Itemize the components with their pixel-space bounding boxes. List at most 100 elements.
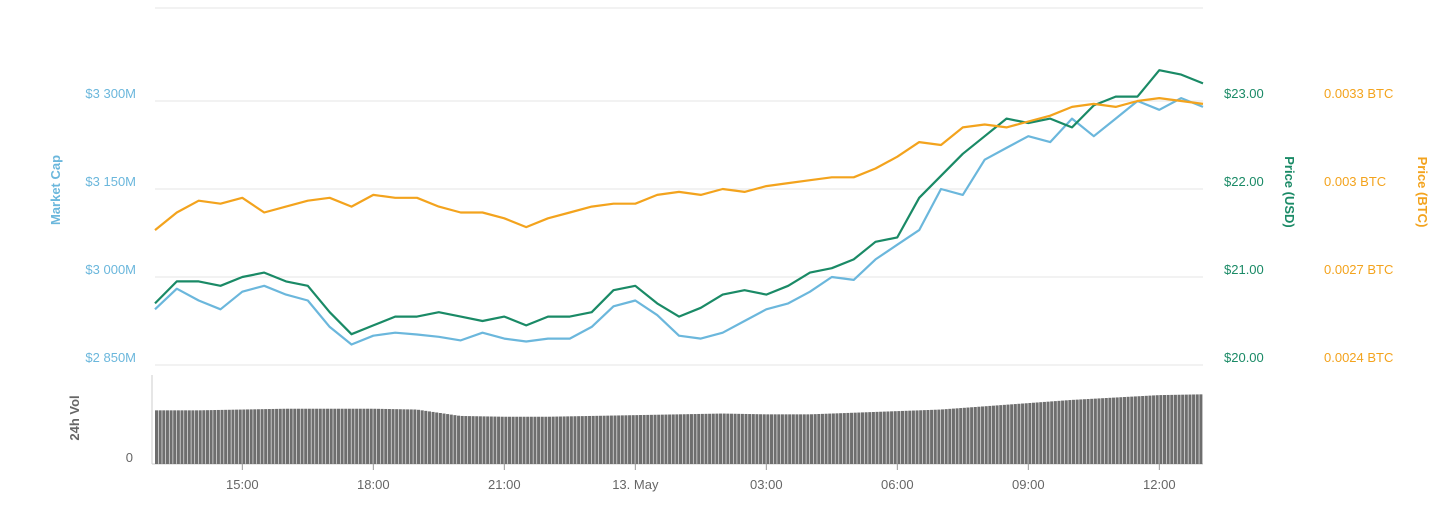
volume-bar [1101, 398, 1105, 464]
price-btc-tick-label: 0.0033 BTC [1324, 86, 1393, 101]
volume-bar [224, 409, 228, 464]
volume-bar [577, 416, 581, 464]
volume-bar [697, 413, 701, 464]
volume-bar [1173, 394, 1177, 464]
volume-bar [329, 408, 333, 464]
volume-bar [227, 409, 231, 464]
volume-bar [1195, 394, 1199, 464]
volume-bar [467, 416, 471, 464]
volume-bar [991, 405, 995, 464]
volume-bar [820, 413, 824, 464]
volume-bar [293, 408, 297, 464]
volume-bar [1141, 396, 1145, 464]
volume-bar [286, 408, 290, 464]
volume-bar [664, 414, 668, 464]
volume-bar [184, 410, 188, 464]
volume-bar [296, 408, 300, 464]
volume-bar [962, 407, 966, 464]
volume-bar [162, 410, 166, 464]
volume-bar [857, 412, 861, 464]
volume-bar [540, 416, 544, 464]
volume-bar [729, 413, 733, 464]
volume-bar [289, 408, 293, 464]
volume-bar [1093, 398, 1097, 464]
x-tick-label: 06:00 [881, 477, 914, 492]
volume-bar [864, 412, 868, 464]
volume-bar [689, 414, 693, 464]
volume-bar [333, 408, 337, 464]
volume-bar [919, 410, 923, 464]
volume-bar [1159, 395, 1163, 464]
volume-bar [1199, 394, 1203, 464]
volume-bar [755, 414, 759, 464]
volume-bar [955, 408, 959, 464]
volume-bar [336, 408, 340, 464]
volume-bar [1122, 397, 1126, 464]
volume-bar [890, 411, 894, 464]
volume-bar [1057, 400, 1061, 464]
volume-bar [799, 414, 803, 464]
volume-bar [620, 415, 624, 464]
volume-bar [973, 407, 977, 464]
volume-bar [435, 412, 439, 464]
volume-bar [893, 411, 897, 464]
market-cap-axis-title: Market Cap [48, 155, 63, 225]
volume-bar [875, 411, 879, 464]
volume-bar [598, 415, 602, 464]
volume-bar [617, 415, 621, 464]
volume-bar [457, 415, 461, 464]
volume-bar [704, 413, 708, 464]
volume-bar [446, 414, 450, 464]
volume-bar [1166, 394, 1170, 464]
volume-bar [213, 410, 217, 464]
volume-bar [959, 408, 963, 464]
volume-bar [711, 413, 715, 464]
volume-bar [507, 416, 512, 464]
volume-bar [995, 405, 999, 464]
market_cap-line [154, 97, 1204, 346]
volume-bar [420, 410, 424, 464]
volume-bar [486, 416, 490, 464]
volume-bar [708, 413, 712, 464]
volume-bar [682, 414, 686, 464]
volume-bar [1130, 396, 1134, 464]
volume-bar [588, 415, 592, 464]
volume-bar [1064, 400, 1068, 464]
volume-bar [668, 414, 672, 464]
volume-bar [478, 416, 482, 464]
volume-bar [813, 414, 817, 464]
volume-bar [715, 413, 719, 464]
volume-bar [526, 416, 530, 464]
volume-bar [882, 411, 886, 464]
volume-bar [555, 416, 559, 464]
volume-bar [828, 413, 832, 464]
volume-bar [817, 414, 821, 464]
price-btc-tick-label: 0.0027 BTC [1324, 262, 1393, 277]
volume-bar [551, 416, 555, 464]
volume-bar [780, 414, 784, 464]
volume-bar [908, 410, 912, 464]
volume-bar [489, 416, 493, 464]
price_btc-line [154, 97, 1204, 231]
volume-bar [471, 416, 475, 464]
volume-bar [198, 410, 202, 464]
volume-bar [573, 416, 577, 464]
volume-bar [347, 408, 351, 464]
volume-bar [984, 406, 988, 464]
volume-bar [766, 414, 770, 464]
volume-bar [1108, 397, 1112, 464]
volume-bar [464, 416, 468, 464]
volume-bar [275, 408, 279, 464]
volume-bar [544, 416, 548, 464]
volume-bar [384, 408, 388, 464]
volume-bar [1086, 399, 1090, 464]
volume-bar [806, 414, 810, 464]
volume-bar [165, 410, 169, 464]
volume-bar [726, 413, 730, 464]
volume-bar [362, 408, 366, 464]
volume-bar [322, 408, 326, 464]
volume-bar [981, 406, 985, 464]
volume-bar [937, 409, 941, 464]
x-tick-label: 21:00 [488, 477, 521, 492]
